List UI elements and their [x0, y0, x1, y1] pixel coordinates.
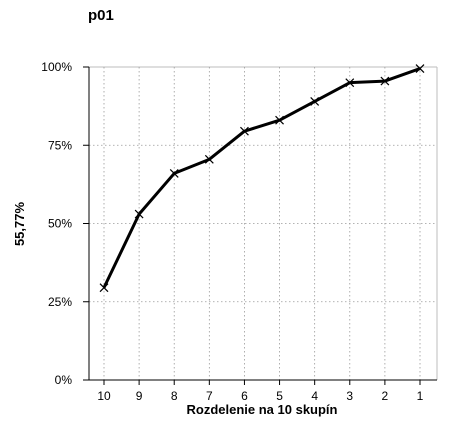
y-tick-label: 25% [48, 295, 72, 309]
data-point-marker [99, 283, 109, 293]
y-axis-title: 55,77% [12, 202, 27, 247]
y-tick-label: 0% [55, 373, 73, 387]
plot-frame [89, 66, 438, 380]
data-point-marker [275, 115, 284, 125]
marker-stroke [345, 78, 355, 88]
marker-stroke [204, 154, 214, 164]
data-point-marker [134, 209, 144, 219]
y-tick-label: 75% [48, 138, 72, 152]
x-tick-label: 9 [136, 389, 143, 403]
marker-stroke [415, 64, 425, 73]
data-point-marker [380, 76, 390, 86]
y-tick-label: 50% [48, 217, 72, 231]
series-line [102, 67, 421, 289]
x-tick-label: 10 [97, 389, 111, 403]
marker-stroke [134, 209, 144, 219]
marker-stroke [240, 126, 249, 136]
y-tick-label: 100% [41, 60, 72, 74]
marker-stroke [169, 168, 179, 178]
x-tick-label: 8 [171, 389, 178, 403]
x-tick-label: 4 [311, 389, 318, 403]
data-point-marker [415, 64, 425, 73]
x-tick-label: 2 [382, 389, 389, 403]
marker-stroke [380, 76, 390, 86]
x-axis-title: Rozdelenie na 10 skupín [187, 402, 338, 417]
x-tick-label: 1 [417, 389, 424, 403]
x-tick-label: 6 [241, 389, 248, 403]
x-tick-label: 3 [346, 389, 353, 403]
series-group [99, 64, 425, 293]
data-point-marker [240, 126, 249, 136]
x-tick-label: 5 [276, 389, 283, 403]
marker-stroke [275, 115, 284, 125]
chart-title: p01 [88, 7, 114, 24]
marker-stroke [99, 283, 109, 293]
y-axis-ticks: 0% 25% 50% 75% 100% [41, 60, 89, 387]
marker-stroke [310, 97, 320, 106]
x-tick-label: 7 [206, 389, 213, 403]
data-point-marker [345, 78, 355, 88]
x-axis-ticks: 10 9 8 7 6 5 4 3 2 1 [97, 380, 424, 403]
data-point-marker [310, 97, 320, 106]
data-point-marker [204, 154, 214, 164]
data-point-marker [169, 168, 179, 178]
